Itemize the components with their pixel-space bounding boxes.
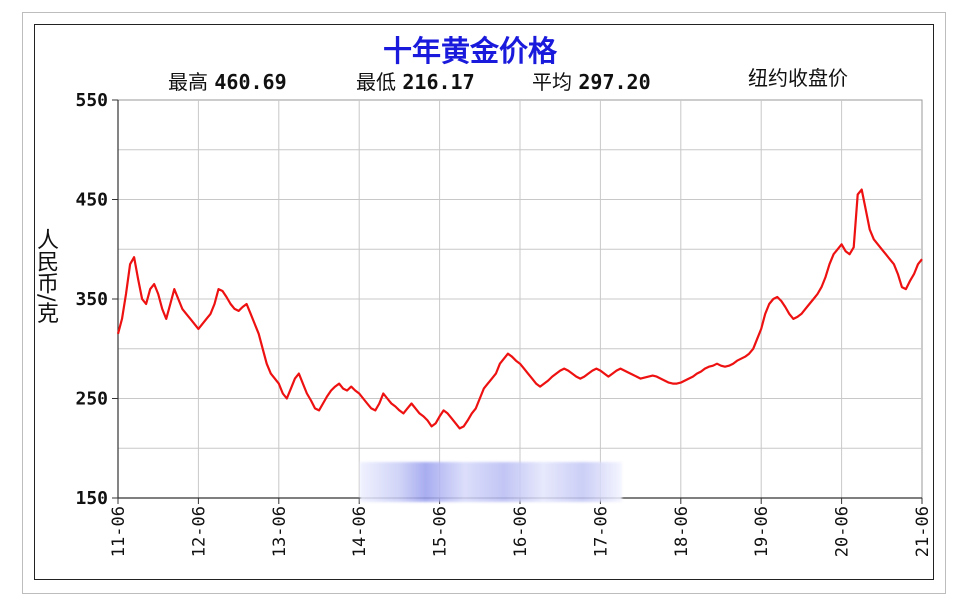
stat-low: 最低 216.17: [356, 66, 475, 95]
chart-title: 十年黄金价格: [382, 34, 557, 68]
price-line: [116, 188, 923, 430]
x-tick-label: 21-06: [913, 506, 933, 557]
y-tick-label: 450: [75, 190, 108, 211]
chart-frame: [22, 12, 946, 594]
chart-subtitle: 纽约收盘价: [748, 66, 848, 90]
x-tick-label: 19-06: [752, 506, 772, 557]
y-tick-label: 350: [75, 289, 108, 310]
stat-high: 最高 460.69: [168, 66, 287, 95]
y-axis-label: 人民币/克: [33, 228, 58, 324]
y-tick-label: 150: [75, 488, 108, 509]
x-tick-label: 14-06: [350, 506, 370, 557]
x-tick-label: 13-06: [270, 506, 290, 557]
stat-avg-label: 平均: [532, 70, 572, 94]
x-tick-label: 16-06: [511, 506, 531, 557]
stat-high-label: 最高: [168, 70, 208, 94]
x-tick-label: 18-06: [672, 506, 692, 557]
stat-avg: 平均 297.20: [532, 66, 651, 95]
watermark-blur: [360, 462, 622, 502]
stat-high-value: 460.69: [214, 70, 287, 94]
y-tick-label: 550: [75, 90, 108, 111]
x-tick-label: 20-06: [833, 506, 853, 557]
x-tick-label: 12-06: [189, 506, 209, 557]
x-tick-label: 11-06: [109, 506, 129, 557]
x-tick-label: 17-06: [591, 506, 611, 557]
x-tick-label: 15-06: [431, 506, 451, 557]
stat-avg-value: 297.20: [578, 70, 651, 94]
stat-low-label: 最低: [356, 70, 396, 94]
y-tick-label: 250: [75, 389, 108, 410]
stat-low-value: 216.17: [402, 70, 475, 94]
